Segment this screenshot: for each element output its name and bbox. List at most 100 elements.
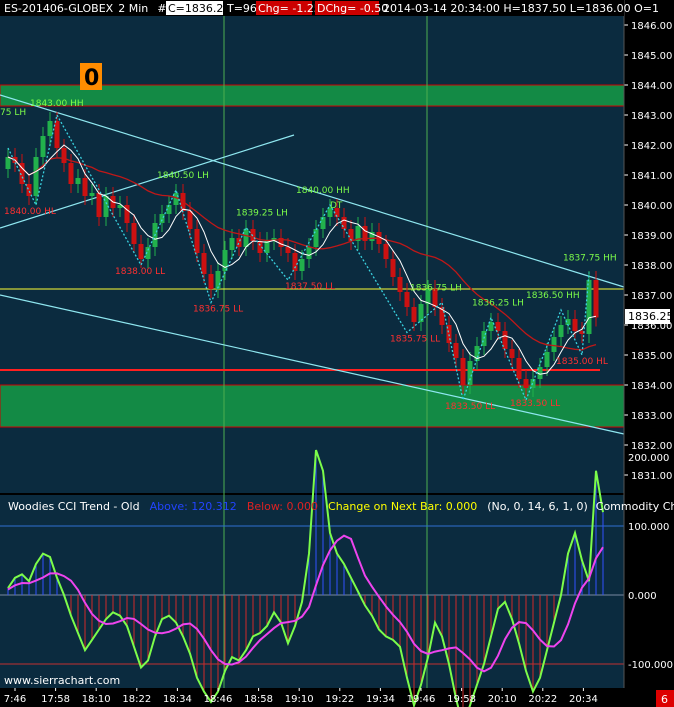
price-axis-label: 1832.00 [631, 441, 672, 452]
candle [495, 322, 501, 331]
corner-badge-value: 6 [661, 693, 668, 706]
swing-label: 1836.75 LL [193, 305, 243, 315]
fast-moving-average [7, 144, 597, 375]
candle [453, 343, 459, 358]
candle [565, 319, 571, 325]
candle [243, 229, 249, 247]
candle [229, 238, 235, 250]
candle [250, 229, 256, 241]
dchg-box [315, 1, 379, 15]
candle [173, 193, 179, 205]
website-label: www.sierrachart.com [4, 674, 120, 687]
candle [355, 226, 361, 241]
candle [19, 163, 25, 184]
candle [138, 244, 144, 259]
candle [264, 241, 270, 253]
candle [572, 319, 578, 331]
candle [299, 259, 305, 271]
price-axis-label: 1833.00 [631, 411, 672, 422]
candle [558, 325, 564, 337]
candle [271, 238, 277, 241]
candle [404, 292, 410, 307]
price-axis-label: 1836.00 [631, 321, 672, 332]
swing-label: 1836.50 HH [526, 291, 580, 301]
time-axis-label: 20:34 [569, 694, 598, 705]
price-axis-label: 1837.00 [631, 291, 672, 302]
candle [131, 223, 137, 244]
candle [327, 208, 333, 217]
candle [313, 229, 319, 247]
cci-axis-label: 200.000 [628, 453, 669, 464]
trend-line-up [0, 134, 295, 229]
candle [96, 193, 102, 217]
time-axis-label: 18:10 [82, 694, 111, 705]
current-price-box [625, 309, 670, 324]
cci-title: Woodies CCI Trend - Old [8, 500, 140, 513]
swing-label: DT [330, 201, 343, 211]
time-axis-label: 18:46 [204, 694, 233, 705]
swing-label: 1837.75 HH [563, 254, 617, 264]
channel-bottom [0, 294, 625, 435]
cci-axis-label: -100.000 [628, 660, 673, 671]
close-value-box [166, 1, 223, 15]
candle [488, 322, 494, 331]
candle [411, 307, 417, 322]
candle [278, 238, 284, 247]
swing-label: 1840.00 HH [296, 186, 350, 196]
swing-label: 1838.00 LL [115, 267, 165, 277]
candle [82, 178, 88, 196]
candle [362, 226, 368, 241]
candle [523, 379, 529, 388]
turbo-cci-line [7, 534, 604, 673]
swing-label: 1843.00 HH [30, 99, 84, 109]
candle [579, 331, 585, 334]
candle [208, 274, 214, 289]
candle [369, 232, 375, 241]
swing-label: 1836.75 LH [410, 284, 462, 294]
candle [516, 358, 522, 379]
candle [586, 280, 592, 334]
time-axis-label: 20:10 [488, 694, 517, 705]
cci-axis-label: 0.000 [628, 591, 657, 602]
candle [187, 211, 193, 229]
price-axis-label: 1846.00 [631, 21, 672, 32]
cci-panel-bg [0, 495, 624, 688]
candle [418, 304, 424, 322]
candle [509, 349, 515, 358]
cci-axis-label: 100.000 [628, 522, 669, 533]
candle [537, 367, 543, 379]
cci-params: (No, 0, 14, 6, 1, 0) [487, 500, 588, 513]
candle [117, 205, 123, 208]
price-axis-label: 1845.00 [631, 51, 672, 62]
candle [103, 196, 109, 217]
cci-above: Above: 120.312 [150, 500, 237, 513]
swing-label: 1833.50 LL [445, 402, 495, 412]
candle [222, 250, 228, 271]
time-axis-bg [0, 688, 674, 707]
candle [40, 136, 46, 157]
swing-label: 1839.25 LH [236, 209, 288, 219]
candle [159, 214, 165, 223]
candle [54, 121, 60, 148]
price-axis-label: 1844.00 [631, 81, 672, 92]
candle [425, 289, 431, 304]
chg-box [256, 1, 312, 15]
price-axis-bg [624, 0, 674, 688]
symbol-label: ES-201406-GLOBEX [4, 2, 114, 15]
candle [593, 280, 599, 318]
dchg-value: DChg= -0.50 [317, 2, 388, 15]
candle [502, 331, 508, 349]
candle [292, 253, 298, 271]
candle [446, 325, 452, 343]
candle [285, 247, 291, 253]
candle [194, 229, 200, 253]
close-value: C=1836.25 [168, 2, 230, 15]
swing-label: 1835.75 LL [390, 335, 440, 345]
candle [68, 163, 74, 184]
price-axis-label: 1834.00 [631, 381, 672, 392]
candle [544, 352, 550, 367]
swing-label: 1836.25 LH [472, 299, 524, 309]
candle [47, 121, 53, 136]
